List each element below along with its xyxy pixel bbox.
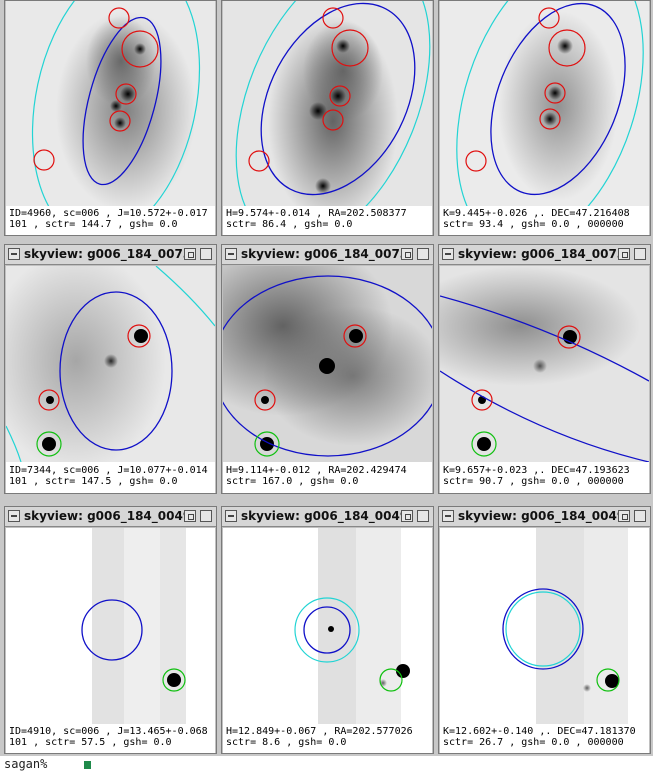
info-line-1: H=9.574+-0.014 , RA=202.508377 <box>226 208 407 219</box>
minimize-icon[interactable] <box>184 510 196 522</box>
sky-image[interactable] <box>223 528 432 724</box>
info-line-1: K=12.602+-0.140 ,. DEC=47.181370 <box>443 726 636 737</box>
info-panel: ID=4910, sc=006 , J=13.465+-0.068 101 , … <box>6 724 215 753</box>
row-1: ID=4960, sc=006 , J=10.572+-0.017 101 , … <box>0 0 653 238</box>
sky-image[interactable] <box>223 266 432 462</box>
info-line-2: sctr= 86.4 , gsh= 0.0 <box>226 219 353 230</box>
prompt-text: sagan% <box>4 757 48 771</box>
maximize-icon[interactable] <box>634 248 646 260</box>
skyview-window-k-2[interactable]: skyview: g006_184_0073 K=9.657+-0.023 ,.… <box>438 244 651 494</box>
title-bar[interactable]: skyview: g006_184_0049 <box>222 507 433 527</box>
skyview-window-j-3[interactable]: skyview: g006_184_0049 ID=4910, sc=006 ,… <box>4 506 217 754</box>
minimize-icon[interactable] <box>401 248 413 260</box>
sky-image[interactable] <box>6 1 215 206</box>
window-title: skyview: g006_184_0073 <box>24 247 192 261</box>
terminal-prompt[interactable]: sagan% <box>0 756 653 773</box>
info-line-2: 101 , sctr= 144.7 , gsh= 0.0 <box>9 219 178 230</box>
sky-image[interactable] <box>223 1 432 206</box>
cursor-icon <box>84 761 91 769</box>
row-2: skyview: g006_184_0073 ID=7344, sc=006 <box>0 244 653 496</box>
info-panel: H=9.114+-0.012 , RA=202.429474 sctr= 167… <box>223 462 432 493</box>
info-line-2: sctr= 26.7 , gsh= 0.0 , 000000 <box>443 737 624 748</box>
maximize-icon[interactable] <box>200 510 212 522</box>
title-bar[interactable]: skyview: g006_184_0073 <box>5 245 216 265</box>
title-bar[interactable]: skyview: g006_184_0073 <box>222 245 433 265</box>
maximize-icon[interactable] <box>634 510 646 522</box>
info-panel: K=12.602+-0.140 ,. DEC=47.181370 sctr= 2… <box>440 724 649 753</box>
skyview-window-h-3[interactable]: skyview: g006_184_0049 H=12.849+-0.067 ,… <box>221 506 434 754</box>
maximize-icon[interactable] <box>200 248 212 260</box>
maximize-icon[interactable] <box>417 510 429 522</box>
title-bar[interactable]: skyview: g006_184_0073 <box>439 245 650 265</box>
minimize-icon[interactable] <box>184 248 196 260</box>
info-panel: H=9.574+-0.014 , RA=202.508377 sctr= 86.… <box>223 206 432 235</box>
info-line-2: sctr= 8.6 , gsh= 0.0 <box>226 737 347 748</box>
info-line-2: sctr= 90.7 , gsh= 0.0 , 000000 <box>443 476 624 487</box>
window-menu-icon[interactable] <box>442 510 454 522</box>
info-line-1: K=9.657+-0.023 ,. DEC=47.193623 <box>443 465 630 476</box>
skyview-window-j-1[interactable]: ID=4960, sc=006 , J=10.572+-0.017 101 , … <box>4 0 217 236</box>
info-line-2: sctr= 167.0 , gsh= 0.0 <box>226 476 359 487</box>
info-panel: H=12.849+-0.067 , RA=202.577026 sctr= 8.… <box>223 724 432 753</box>
info-line-2: 101 , sctr= 57.5 , gsh= 0.0 <box>9 737 172 748</box>
window-title: skyview: g006_184_0049 <box>241 509 409 523</box>
window-title: skyview: g006_184_0073 <box>458 247 626 261</box>
sky-image[interactable] <box>440 528 649 724</box>
minimize-icon[interactable] <box>618 248 630 260</box>
window-title: skyview: g006_184_0049 <box>24 509 192 523</box>
skyview-window-h-1[interactable]: H=9.574+-0.014 , RA=202.508377 sctr= 86.… <box>221 0 434 236</box>
window-title: skyview: g006_184_0073 <box>241 247 409 261</box>
window-menu-icon[interactable] <box>225 510 237 522</box>
info-panel: K=9.445+-0.026 ,. DEC=47.216408 sctr= 93… <box>440 206 649 235</box>
row-3: skyview: g006_184_0049 ID=4910, sc=006 ,… <box>0 506 653 756</box>
maximize-icon[interactable] <box>417 248 429 260</box>
title-bar[interactable]: skyview: g006_184_0049 <box>5 507 216 527</box>
info-line-1: H=12.849+-0.067 , RA=202.577026 <box>226 726 413 737</box>
sky-image[interactable] <box>6 528 215 724</box>
minimize-icon[interactable] <box>401 510 413 522</box>
window-menu-icon[interactable] <box>8 510 20 522</box>
window-title: skyview: g006_184_0049 <box>458 509 626 523</box>
info-line-1: ID=4910, sc=006 , J=13.465+-0.068 <box>9 726 208 737</box>
info-panel: ID=4960, sc=006 , J=10.572+-0.017 101 , … <box>6 206 215 235</box>
info-line-2: 101 , sctr= 147.5 , gsh= 0.0 <box>9 476 178 487</box>
info-line-1: ID=4960, sc=006 , J=10.572+-0.017 <box>9 208 208 219</box>
info-line-2: sctr= 93.4 , gsh= 0.0 , 000000 <box>443 219 624 230</box>
info-line-1: ID=7344, sc=006 , J=10.077+-0.014 <box>9 465 208 476</box>
info-panel: ID=7344, sc=006 , J=10.077+-0.014 101 , … <box>6 462 215 493</box>
title-bar[interactable]: skyview: g006_184_0049 <box>439 507 650 527</box>
sky-image[interactable] <box>6 266 215 462</box>
sky-image[interactable] <box>440 1 649 206</box>
window-menu-icon[interactable] <box>8 248 20 260</box>
window-menu-icon[interactable] <box>225 248 237 260</box>
window-menu-icon[interactable] <box>442 248 454 260</box>
info-line-1: K=9.445+-0.026 ,. DEC=47.216408 <box>443 208 630 219</box>
skyview-window-k-3[interactable]: skyview: g006_184_0049 K=12.602+-0.140 ,… <box>438 506 651 754</box>
sky-image[interactable] <box>440 266 649 462</box>
minimize-icon[interactable] <box>618 510 630 522</box>
info-panel: K=9.657+-0.023 ,. DEC=47.193623 sctr= 90… <box>440 462 649 493</box>
skyview-window-h-2[interactable]: skyview: g006_184_0073 H=9.114+-0.012 , … <box>221 244 434 494</box>
info-line-1: H=9.114+-0.012 , RA=202.429474 <box>226 465 407 476</box>
skyview-window-k-1[interactable]: K=9.445+-0.026 ,. DEC=47.216408 sctr= 93… <box>438 0 651 236</box>
skyview-window-j-2[interactable]: skyview: g006_184_0073 ID=7344, sc=006 <box>4 244 217 494</box>
